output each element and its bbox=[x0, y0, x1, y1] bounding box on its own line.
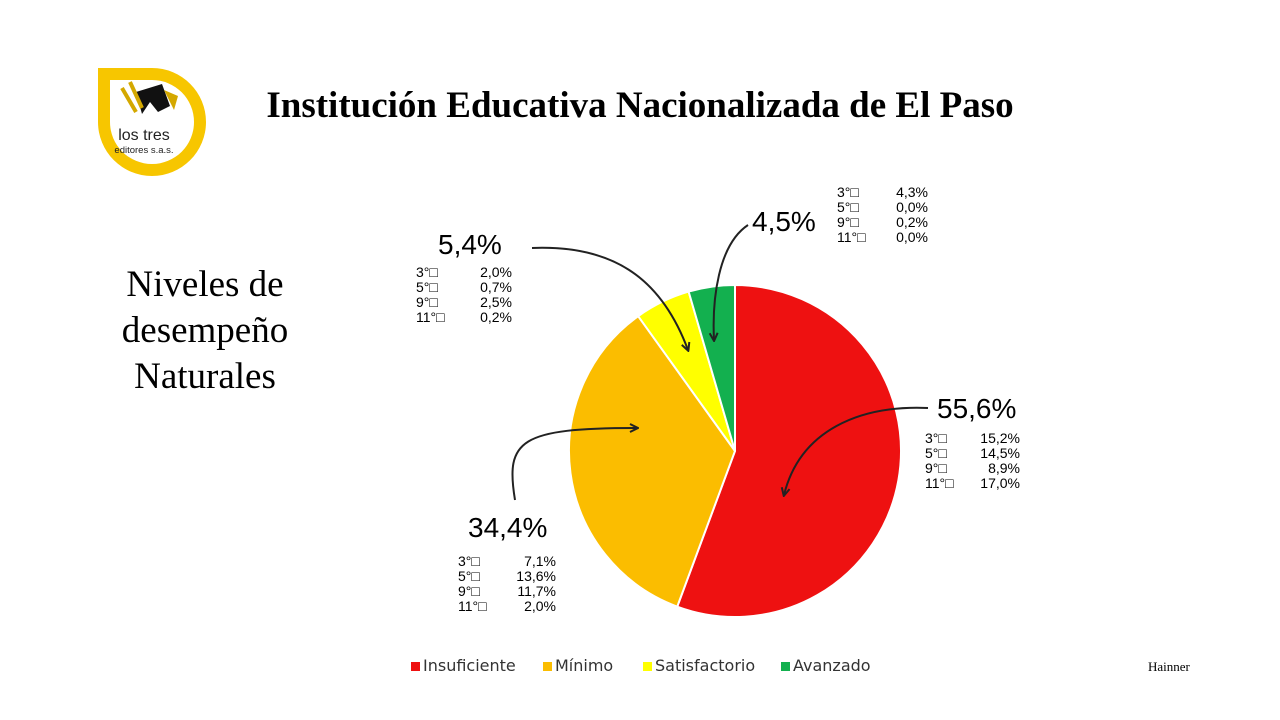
grade-value: 15,2% bbox=[980, 430, 1020, 446]
arrow-satisfactorio bbox=[531, 246, 688, 350]
pie-slice-avanzado bbox=[687, 283, 736, 452]
grade-label: 3°□ bbox=[416, 264, 438, 280]
arrow-insuficiente bbox=[784, 406, 929, 495]
legend-swatch-minimo bbox=[543, 662, 552, 671]
grade-label: 5°□ bbox=[458, 568, 480, 584]
grade-value: 13,6% bbox=[516, 568, 556, 584]
grade-label: 9°□ bbox=[837, 214, 859, 230]
percent-label-insuficiente: 55,6% bbox=[937, 393, 1016, 424]
grade-value: 8,9% bbox=[988, 460, 1020, 476]
grade-value: 0,7% bbox=[480, 279, 512, 295]
grade-value: 4,3% bbox=[896, 184, 928, 200]
pie-slice-insuficiente bbox=[675, 283, 902, 618]
legend-swatch-avanzado bbox=[781, 662, 790, 671]
percent-label-satisfactorio: 5,4% bbox=[438, 229, 502, 260]
arrow-minimo bbox=[511, 428, 637, 501]
grade-label: 11°□ bbox=[925, 475, 954, 491]
grade-label: 5°□ bbox=[925, 445, 947, 461]
grade-value: 2,5% bbox=[480, 294, 512, 310]
grade-value: 0,2% bbox=[480, 309, 512, 325]
grade-value: 14,5% bbox=[980, 445, 1020, 461]
grade-label: 3°□ bbox=[925, 430, 947, 446]
legend-swatch-satisfactorio bbox=[643, 662, 652, 671]
grade-label: 3°□ bbox=[458, 553, 480, 569]
slide-subtitle: Niveles de desempeño Naturales bbox=[121, 264, 289, 397]
legend: Insuficiente Mínimo Satisfactorio Avanzado bbox=[411, 656, 871, 675]
legend-label-insuficiente: Insuficiente bbox=[423, 656, 516, 675]
grade-label: 9°□ bbox=[458, 583, 480, 599]
grade-value: 0,0% bbox=[896, 229, 928, 245]
slide-title: Institución Educativa Nacionalizada de E… bbox=[266, 85, 1014, 126]
pie-slices bbox=[567, 283, 902, 618]
author-credit: Hainner bbox=[1148, 659, 1190, 674]
legend-label-satisfactorio: Satisfactorio bbox=[655, 656, 755, 675]
logo-text: los tres bbox=[118, 127, 170, 144]
logo-subtext: editores s.a.s. bbox=[114, 145, 173, 156]
legend-label-minimo: Mínimo bbox=[555, 656, 613, 675]
grade-label: 5°□ bbox=[837, 199, 859, 215]
grade-label: 11°□ bbox=[458, 598, 487, 614]
grade-value: 0,2% bbox=[896, 214, 928, 230]
percent-label-minimo: 34,4% bbox=[468, 512, 547, 543]
legend-swatch-insuficiente bbox=[411, 662, 420, 671]
grade-label: 5°□ bbox=[416, 279, 438, 295]
arrow-avanzado bbox=[714, 224, 749, 340]
grade-label: 11°□ bbox=[837, 229, 866, 245]
grade-value: 7,1% bbox=[524, 553, 556, 569]
legend-label-avanzado: Avanzado bbox=[793, 656, 871, 675]
grade-label: 11°□ bbox=[416, 309, 445, 325]
grade-value: 2,0% bbox=[480, 264, 512, 280]
grade-value: 17,0% bbox=[980, 475, 1020, 491]
grade-label: 9°□ bbox=[416, 294, 438, 310]
pie-annotations: 55,6% 3°□ 15,2% 5°□ 14,5% 9°□ 8,9% 11°□ 17,0% 34,… bbox=[416, 184, 1020, 614]
percent-label-avanzado: 4,5% bbox=[752, 206, 816, 237]
logo: los tres editores s.a.s. bbox=[92, 62, 212, 182]
grade-label: 9°□ bbox=[925, 460, 947, 476]
pie-slice-minimo bbox=[567, 314, 737, 608]
grade-value: 2,0% bbox=[524, 598, 556, 614]
grade-value: 11,7% bbox=[517, 583, 556, 599]
grade-label: 3°□ bbox=[837, 184, 859, 200]
grade-value: 0,0% bbox=[896, 199, 928, 215]
